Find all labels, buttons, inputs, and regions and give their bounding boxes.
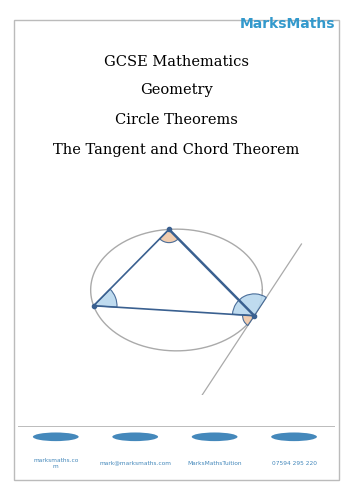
Wedge shape (94, 289, 117, 307)
Text: The Tangent and Chord Theorem: The Tangent and Chord Theorem (53, 143, 300, 157)
Text: marksmaths.co
m: marksmaths.co m (33, 458, 78, 468)
Text: MarksMathsTuition: MarksMathsTuition (187, 460, 242, 466)
Text: MarksMaths: MarksMaths (240, 18, 335, 32)
Text: mark@marksmaths.com: mark@marksmaths.com (99, 460, 171, 466)
Wedge shape (243, 315, 254, 326)
Circle shape (33, 432, 79, 441)
Circle shape (271, 432, 317, 441)
Text: Circle Theorems: Circle Theorems (115, 113, 238, 127)
Circle shape (112, 432, 158, 441)
Wedge shape (233, 294, 266, 316)
Text: GCSE Mathematics: GCSE Mathematics (104, 56, 249, 70)
Text: Geometry: Geometry (140, 83, 213, 97)
Wedge shape (160, 230, 178, 242)
Circle shape (192, 432, 238, 441)
FancyBboxPatch shape (14, 20, 339, 480)
Text: 07594 295 220: 07594 295 220 (271, 460, 317, 466)
